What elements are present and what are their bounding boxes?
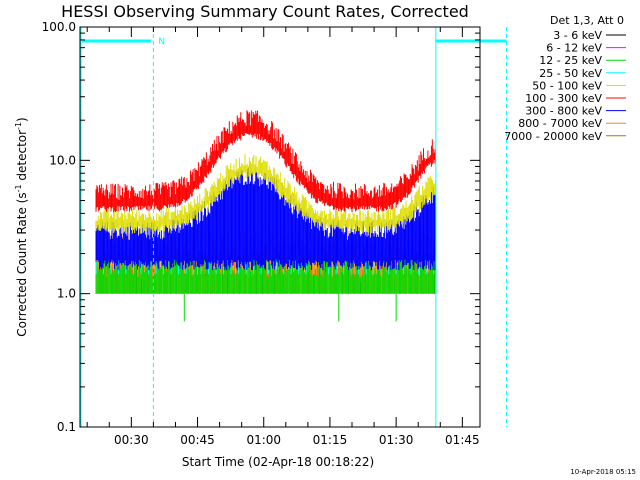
x-axis: 00:30 00:45 01:00 01:15 01:30 01:45 [86, 27, 480, 447]
timestamp: 10-Apr-2018 05:15 [570, 468, 636, 476]
series-100-300 [95, 110, 436, 213]
y-tick-label-2: 1.0 [57, 287, 76, 301]
x-tick-label-1: 00:45 [180, 433, 215, 447]
legend-label-4: 50 - 100 keV [532, 79, 602, 92]
legend-label-6: 300 - 800 keV [525, 105, 602, 118]
y-axis: 100.0 10.0 1.0 0.1 [42, 20, 480, 434]
y-label-sup-1: -1 [14, 184, 23, 192]
plot-area: N [80, 27, 507, 427]
legend-label-7: 800 - 7000 keV [518, 117, 602, 130]
legend-label-0: 3 - 6 keV [553, 29, 602, 42]
y-label-sup-2: -1 [14, 122, 23, 130]
x-tick-label-3: 01:15 [313, 433, 348, 447]
night-markers: N [80, 27, 507, 427]
plot-frame [79, 26, 481, 428]
x-tick-label-2: 01:00 [246, 433, 281, 447]
series-300-800 [95, 167, 436, 271]
y-label-end: ) [15, 117, 29, 122]
legend-label-1: 6 - 12 keV [546, 42, 602, 55]
legend-label-3: 25 - 50 keV [539, 67, 602, 80]
night-label: N [158, 37, 165, 47]
y-axis-label: Corrected Count Rate (s-1 detector-1) [14, 117, 29, 336]
x-tick-label-4: 01:30 [379, 433, 414, 447]
x-axis-label: Start Time (02-Apr-18 00:18:22) [182, 455, 374, 469]
x-tick-label-5: 01:45 [445, 433, 480, 447]
legend-label-8: 7000 - 20000 keV [504, 130, 602, 143]
legend-label-5: 100 - 300 keV [525, 92, 602, 105]
y-label-mid: detector [15, 130, 29, 185]
y-tick-label-3: 0.1 [57, 420, 76, 434]
y-tick-label-0: 100.0 [42, 20, 76, 34]
x-tick-label-0: 00:30 [114, 433, 149, 447]
y-label-main: Corrected Count Rate (s [15, 192, 29, 336]
series-50-100 [95, 154, 437, 234]
y-tick-label-1: 10.0 [49, 153, 76, 167]
legend-header: Det 1,3, Att 0 [550, 14, 624, 27]
legend-label-2: 12 - 25 keV [539, 54, 602, 67]
chart-title: HESSI Observing Summary Count Rates, Cor… [61, 2, 469, 21]
